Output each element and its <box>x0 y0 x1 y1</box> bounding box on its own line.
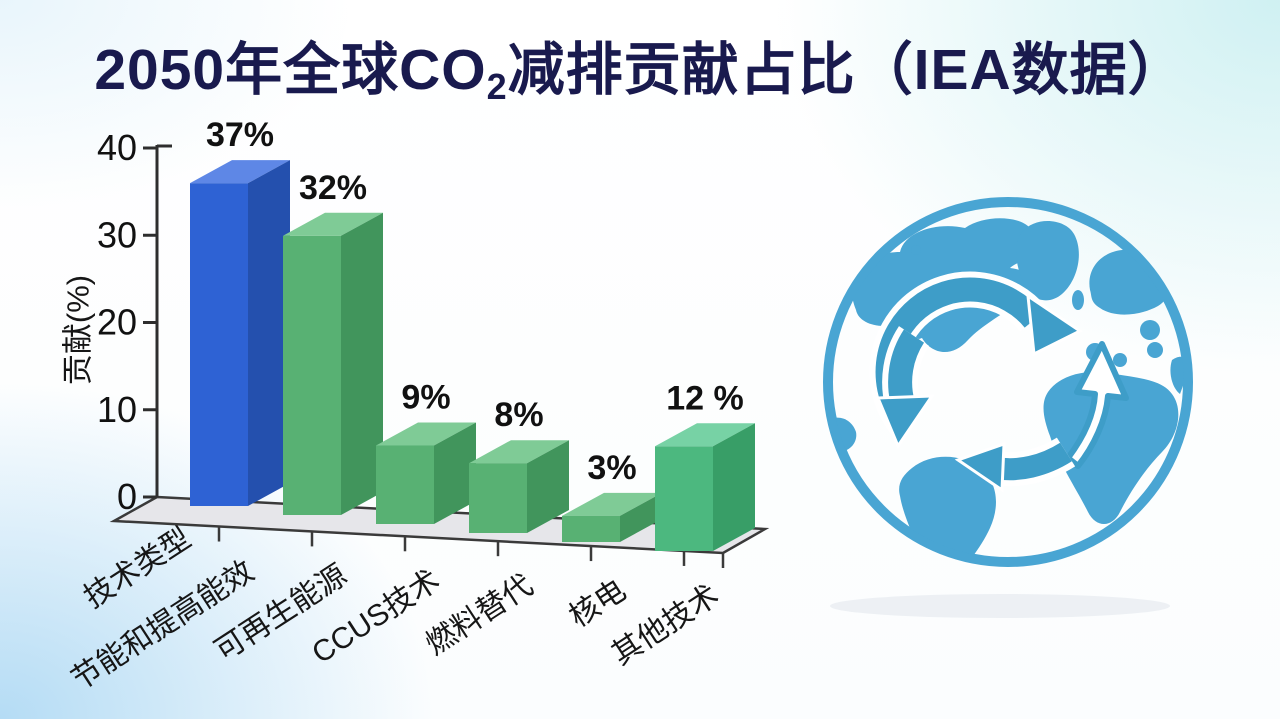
y-tick-label: 20 <box>97 302 137 343</box>
globe-shadow <box>830 594 1170 618</box>
island-britain <box>1072 290 1084 310</box>
bar-side-face <box>248 160 290 507</box>
bar-front-face <box>283 235 341 516</box>
chart-title-suffix: 减排贡献占比（IEA数据） <box>507 38 1186 102</box>
island <box>1113 353 1127 367</box>
bar-value-label: 9% <box>401 378 450 416</box>
bar-side-face <box>713 423 755 551</box>
globe-outline <box>823 197 1193 567</box>
bar-front-face <box>469 463 527 533</box>
island <box>1140 320 1160 340</box>
arrow-arc-left <box>888 329 925 408</box>
arrow-outline-up <box>1065 341 1129 469</box>
bar-front-face <box>562 515 620 542</box>
bar-front-face <box>376 445 434 524</box>
bar-top-face <box>190 160 290 184</box>
island <box>911 245 921 255</box>
bar-top-face <box>655 423 755 447</box>
bar-side-face <box>341 212 383 516</box>
y-tick-label: 30 <box>97 214 137 255</box>
y-tick-label: 0 <box>117 476 137 517</box>
arrow-head-down-left <box>875 394 935 450</box>
chart-title-prefix: 2050年全球CO <box>94 38 487 102</box>
bar-value-label: 12 % <box>666 379 744 417</box>
bar-value-label: 8% <box>494 396 543 434</box>
bar-front-face <box>190 183 248 507</box>
arrow-head-left <box>954 441 1006 493</box>
arrow-head-right <box>1026 292 1083 357</box>
bar-top-face <box>283 212 383 236</box>
co2-subscript: 2 <box>486 66 508 107</box>
bar-front-face <box>655 446 713 551</box>
bar-top-face <box>562 492 662 516</box>
bar-value-label: 3% <box>587 449 636 487</box>
bar-value-label: 32% <box>299 169 367 207</box>
cycle-arrows <box>869 271 1129 493</box>
continent-africa <box>1043 371 1179 524</box>
continent-greenland <box>1016 220 1079 301</box>
island <box>1147 342 1163 358</box>
chart-title: 2050年全球CO2减排贡献占比（IEA数据） <box>0 24 1280 108</box>
bar-side-face <box>620 492 662 542</box>
y-tick-label: 10 <box>97 389 137 430</box>
y-tick-label: 40 <box>97 127 137 168</box>
bar-top-face <box>469 440 569 464</box>
bar-value-label: 37% <box>206 116 274 154</box>
bar-side-face <box>434 422 476 524</box>
bar-side-face <box>527 440 569 533</box>
bar-top-face <box>376 422 476 446</box>
